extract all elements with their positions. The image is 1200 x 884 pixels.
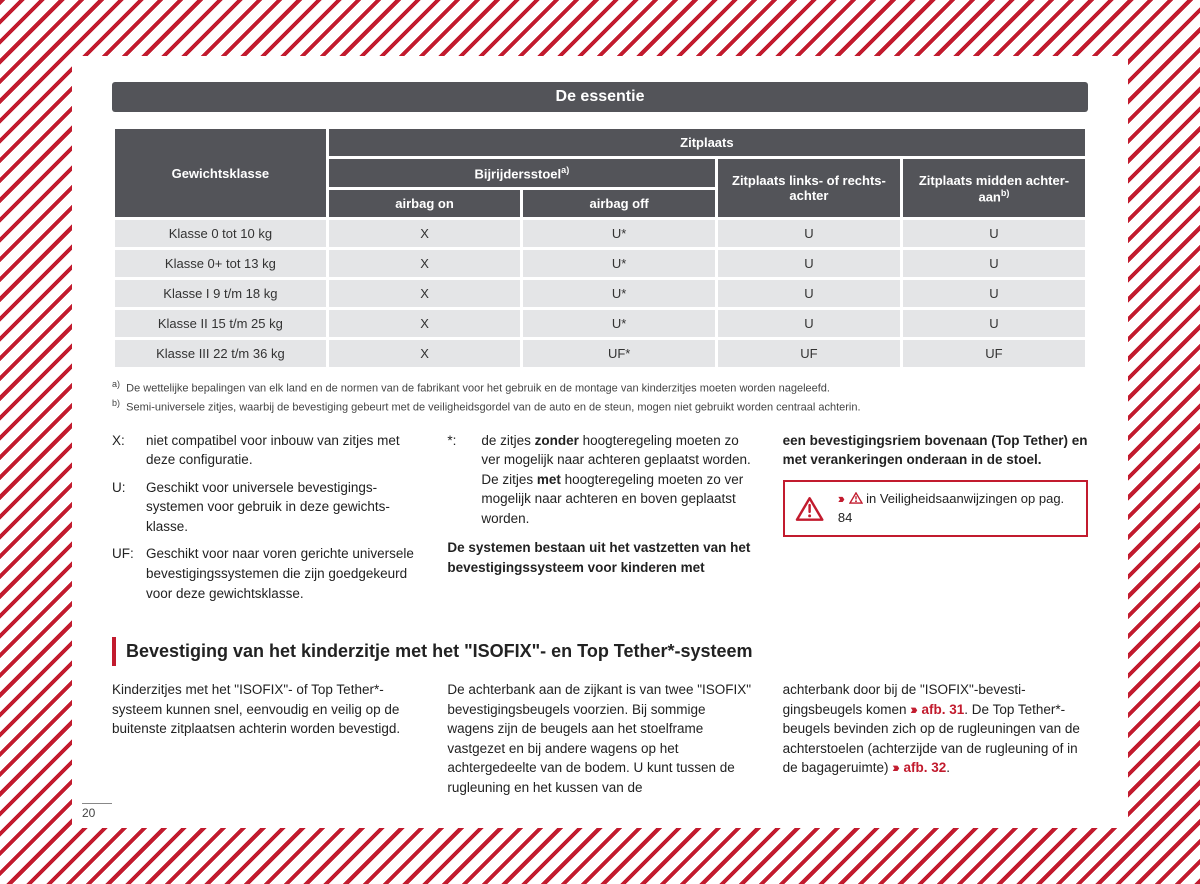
section-body: Kinderzitjes met het "ISOFIX"- of Top Te… <box>112 680 1088 797</box>
cell: U* <box>523 310 715 337</box>
legend-col3-bold: een bevestigingsriem bovenaan (Top Tethe… <box>783 433 1088 468</box>
page-number: 20 <box>82 803 112 820</box>
th-rear-mid-label: Zitplaats midden achter­aan <box>919 173 1069 204</box>
cell: U <box>903 280 1085 307</box>
table-row: Klasse II 15 t/m 25 kg X U* U U <box>115 310 1085 337</box>
th-seat: Zitplaats <box>329 129 1085 156</box>
cell: X <box>329 280 521 307</box>
cell: U* <box>523 280 715 307</box>
table-row: Klasse III 22 t/m 36 kg X UF* UF UF <box>115 340 1085 367</box>
seat-table: Gewichtsklasse Zitplaats Bijrijdersstoel… <box>112 126 1088 370</box>
th-rear-mid: Zitplaats midden achter­aanb) <box>903 159 1085 217</box>
legend-text: Geschikt voor universele bevestigings­sy… <box>146 478 417 537</box>
cell-class: Klasse I 9 t/m 18 kg <box>115 280 326 307</box>
cell: U <box>903 220 1085 247</box>
warning-triangle-icon <box>795 496 824 522</box>
section-p2: De achterbank aan de zijkant is van twee… <box>447 680 752 797</box>
table-footnotes: a) De wettelijke bepalingen van elk land… <box>112 378 1088 416</box>
legend-col-1: X: niet compatibel voor inbouw van zitje… <box>112 431 417 612</box>
warning-box: ››› in Veiligheidsaanwijzingen op pag. 8… <box>783 480 1088 538</box>
th-airbag-on: airbag on <box>329 190 521 217</box>
th-rear-mid-sup: b) <box>1001 188 1010 198</box>
cell: X <box>329 250 521 277</box>
cell-class: Klasse 0+ tot 13 kg <box>115 250 326 277</box>
cell-class: Klasse III 22 t/m 36 kg <box>115 340 326 367</box>
legend-key: UF: <box>112 544 146 603</box>
footnote-a: De wettelijke bepalingen van elk land en… <box>126 383 830 395</box>
table-row: Klasse 0 tot 10 kg X U* U U <box>115 220 1085 247</box>
legend-key: X: <box>112 431 146 470</box>
cell: U* <box>523 250 715 277</box>
cell: X <box>329 220 521 247</box>
legend-key: *: <box>447 431 481 529</box>
legend-systems-bold: De systemen bestaan uit het vastzetten v… <box>447 540 750 575</box>
chevron-icon: ››› <box>910 702 915 717</box>
legend-key: U: <box>112 478 146 537</box>
page-title: De essentie <box>112 82 1088 112</box>
cell-class: Klasse 0 tot 10 kg <box>115 220 326 247</box>
section-p3: achterbank door bij de "ISOFIX"-bevesti­… <box>783 680 1088 797</box>
fig-ref: afb. 31 <box>922 702 965 717</box>
cell-class: Klasse II 15 t/m 25 kg <box>115 310 326 337</box>
cell: U* <box>523 220 715 247</box>
table-row: Klasse I 9 t/m 18 kg X U* U U <box>115 280 1085 307</box>
legend-text: niet compatibel voor inbouw van zitjes m… <box>146 431 417 470</box>
seat-table-body: Klasse 0 tot 10 kg X U* U U Klasse 0+ to… <box>115 220 1085 367</box>
footnote-b: Semi-universele zitjes, waarbij de beves… <box>126 402 860 414</box>
legend-col-3: een bevestigingsriem bovenaan (Top Tethe… <box>783 431 1088 612</box>
cell: U <box>718 280 900 307</box>
cell: UF <box>903 340 1085 367</box>
section-p1: Kinderzitjes met het "ISOFIX"- of Top Te… <box>112 680 417 797</box>
chevron-icon: ››› <box>892 760 897 775</box>
legend-col-2: *: de zitjes zonder hoogteregeling moete… <box>447 431 752 612</box>
cell: U <box>718 250 900 277</box>
legend-columns: X: niet compatibel voor inbouw van zitje… <box>112 431 1088 612</box>
th-airbag-off: airbag off <box>523 190 715 217</box>
table-row: Klasse 0+ tot 13 kg X U* U U <box>115 250 1085 277</box>
cell: U <box>903 310 1085 337</box>
warning-text: ››› in Veiligheidsaanwijzingen op pag. 8… <box>838 490 1076 528</box>
th-passenger-label: Bijrijdersstoel <box>474 166 561 181</box>
chevron-icon: ››› <box>838 491 842 506</box>
cell: U <box>718 220 900 247</box>
th-weight: Gewichtsklasse <box>115 129 326 217</box>
cell: U <box>903 250 1085 277</box>
page-inner: De essentie Gewichtsklasse Zitplaats Bij… <box>72 56 1128 828</box>
cell: UF <box>718 340 900 367</box>
cell: UF* <box>523 340 715 367</box>
cell: X <box>329 310 521 337</box>
th-rear-side: Zitplaats links- of rechts­achter <box>718 159 900 217</box>
legend-text: de zitjes zonder hoogteregeling moeten z… <box>481 431 752 529</box>
inline-warning-triangle-icon <box>849 492 863 504</box>
cell: X <box>329 340 521 367</box>
legend-text: Geschikt voor naar voren gerichte uni­ve… <box>146 544 417 603</box>
th-passenger-sup: a) <box>561 165 569 175</box>
th-passenger: Bijrijdersstoela) <box>329 159 715 187</box>
section-heading: Bevestiging van het kinderzitje met het … <box>112 637 1088 666</box>
fig-ref: afb. 32 <box>904 760 947 775</box>
cell: U <box>718 310 900 337</box>
